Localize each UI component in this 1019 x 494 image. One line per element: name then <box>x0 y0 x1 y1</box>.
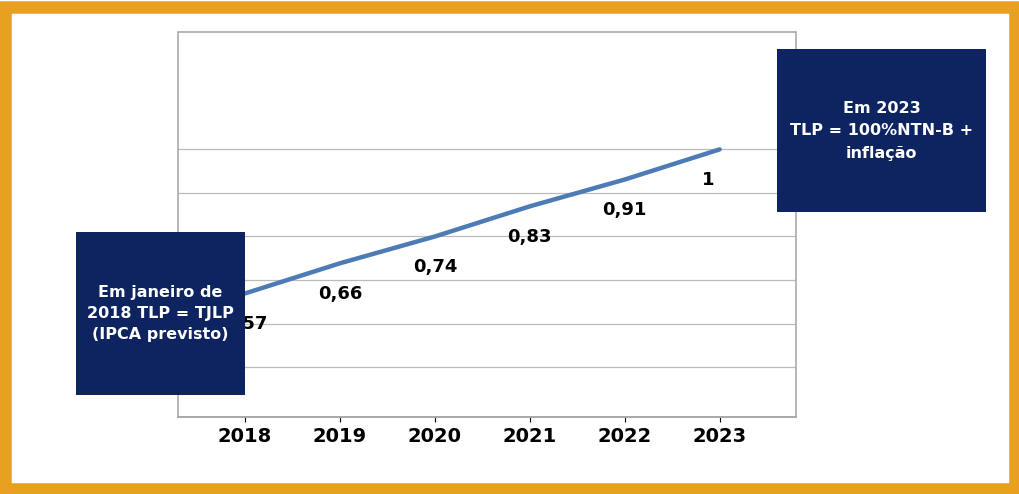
Text: 0,57: 0,57 <box>222 315 267 333</box>
Text: Em janeiro de
2018 TLP = TJLP
(IPCA previsto): Em janeiro de 2018 TLP = TJLP (IPCA prev… <box>88 285 233 342</box>
Text: 0,83: 0,83 <box>507 228 551 246</box>
Text: 0,66: 0,66 <box>317 285 362 303</box>
Text: 1: 1 <box>701 171 713 189</box>
Text: 0,91: 0,91 <box>602 202 646 219</box>
Text: Em 2023
TLP = 100%NTN-B +
inflação: Em 2023 TLP = 100%NTN-B + inflação <box>790 101 972 161</box>
Text: 0,74: 0,74 <box>413 258 457 276</box>
